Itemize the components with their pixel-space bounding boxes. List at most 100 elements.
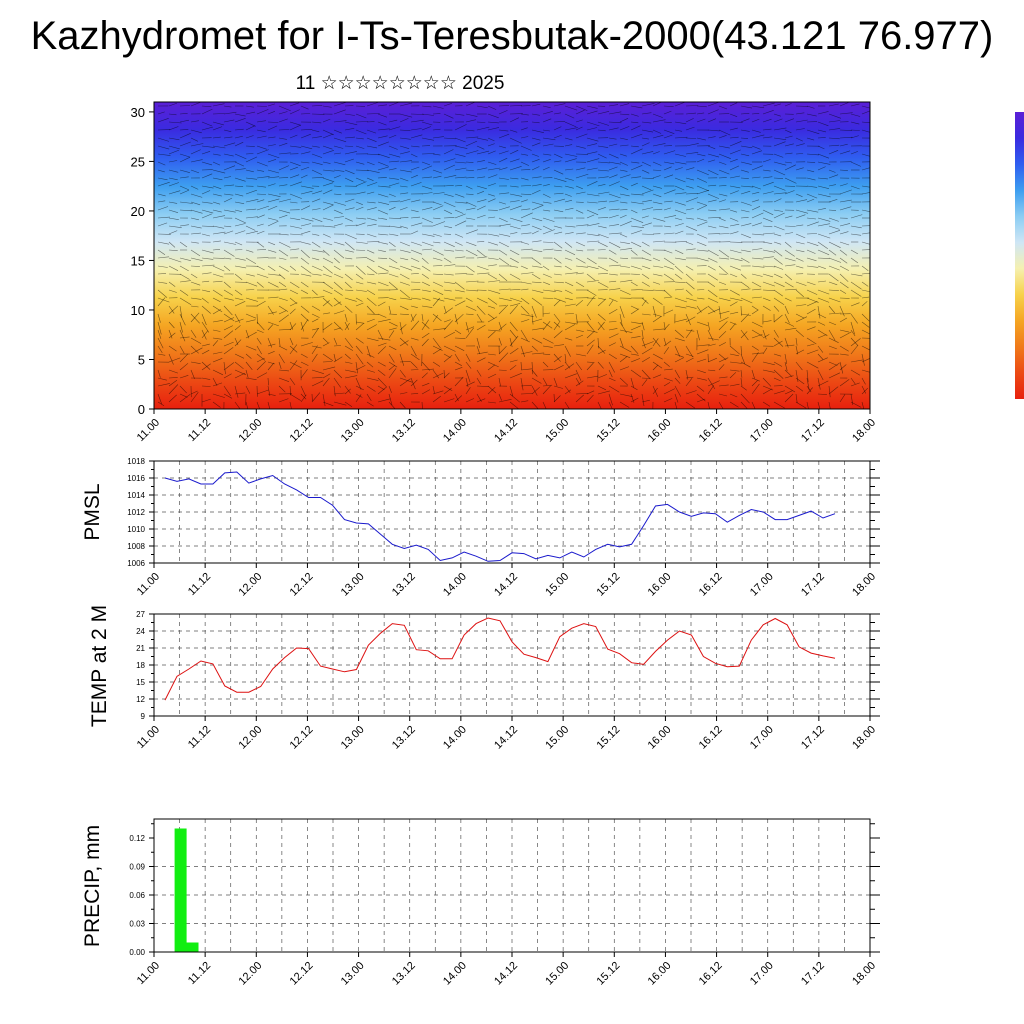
pmsl-ylabel: PMSL [81,483,104,540]
x-tick-label: 13.12 [390,724,418,752]
y-tick-label: 10 [131,303,145,318]
y-tick-label: 1018 [127,457,145,466]
x-tick-label: 11.00 [135,417,162,444]
pmsl-x-axis: 11.00 11.12 12.00 12.12 13.00 13.12 14.00 14.12… [135,563,878,599]
y-tick-label: 0.06 [129,891,145,900]
x-tick-label: 11.12 [186,724,213,751]
y-tick-label: 0.03 [129,920,145,929]
x-tick-label: 12.12 [288,571,316,599]
x-tick-label: 17.12 [799,417,827,445]
y-tick-label: 1014 [127,491,145,500]
precip-bar [186,942,199,952]
x-tick-label: 12.00 [236,417,264,445]
y-tick-label: 0.00 [129,948,145,957]
x-tick-label: 17.12 [799,960,827,988]
x-tick-label: 13.00 [339,571,367,599]
y-tick-label: 24 [136,627,145,636]
x-tick-label: 12.12 [288,724,316,752]
y-tick-label: 12 [136,695,145,704]
x-tick-label: 15.00 [543,417,571,445]
x-tick-label: 17.00 [748,571,776,599]
x-tick-label: 13.00 [339,417,367,445]
x-tick-label: 16.12 [697,960,725,988]
x-tick-label: 14.00 [441,571,469,599]
x-tick-label: 16.12 [697,724,725,752]
x-tick-label: 14.00 [441,417,469,445]
x-tick-label: 15.00 [543,571,571,599]
x-tick-label: 14.00 [441,724,469,752]
x-tick-label: 13.12 [390,571,418,599]
x-tick-label: 15.00 [543,724,571,752]
y-tick-label: 0 [138,402,145,417]
y-tick-label: 0.09 [129,863,145,872]
x-tick-label: 14.12 [492,417,520,445]
x-tick-label: 12.00 [236,571,264,599]
pmsl-grid [153,461,871,563]
x-tick-label: 16.00 [646,960,674,988]
x-tick-label: 15.12 [594,417,622,445]
y-tick-label: 1008 [127,542,145,551]
x-tick-label: 11.12 [186,417,213,444]
precip-panel: 0.00 0.03 0.06 0.09 0.12 11.00 11.12 12.00 12.1… [81,818,880,988]
precip-x-axis: 11.00 11.12 12.00 12.12 13.00 13.12 14.00 14.12… [135,952,878,988]
x-tick-label: 11.12 [186,960,213,987]
crosssection-field [154,102,870,409]
crosssection-panel: 0 5 10 15 20 25 30 11.00 11.12 12.00 12.12 13.00 13… [131,101,878,445]
x-tick-label: 17.12 [799,571,827,599]
temp-grid [153,614,871,716]
x-tick-label: 11.00 [135,724,162,751]
x-tick-label: 13.12 [390,417,418,445]
x-tick-label: 11.00 [135,571,162,598]
x-tick-label: 13.00 [339,960,367,988]
y-tick-label: 1012 [127,508,145,517]
pmsl-y-axis: 1006 1008 1010 1012 1014 1016 1018 [127,457,880,568]
y-tick-label: 0.12 [129,834,145,843]
x-tick-label: 17.00 [748,417,776,445]
colorbar-strip [1015,112,1024,399]
temp-line [164,617,836,701]
precip-bars [174,828,199,952]
x-tick-label: 16.12 [697,417,725,445]
precip-ylabel: PRECIP, mm [81,825,104,947]
y-tick-label: 5 [138,352,145,367]
x-tick-label: 18.00 [850,724,878,752]
x-tick-label: 17.00 [748,960,776,988]
pmsl-line [164,471,836,562]
y-tick-label: 1006 [127,559,145,568]
x-tick-label: 15.12 [594,571,622,599]
y-tick-label: 18 [136,661,145,670]
x-tick-label: 11.12 [186,571,213,598]
x-tick-label: 17.12 [799,724,827,752]
y-tick-label: 1016 [127,474,145,483]
y-tick-label: 25 [131,154,145,169]
x-tick-label: 18.00 [850,417,878,445]
x-tick-label: 14.12 [492,960,520,988]
x-tick-label: 14.00 [441,960,469,988]
chart-subtitle: 11 ☆☆☆☆☆☆☆☆ 2025 [295,73,505,94]
x-tick-label: 12.12 [288,417,316,445]
x-tick-label: 17.00 [748,724,776,752]
y-tick-label: 15 [131,253,145,268]
x-tick-label: 16.00 [646,417,674,445]
colorbar [1015,112,1024,399]
x-tick-label: 12.00 [236,724,264,752]
wind-barbs [157,102,870,409]
x-tick-label: 16.00 [646,724,674,752]
temp-x-axis: 11.00 11.12 12.00 12.12 13.00 13.12 14.00 14.12… [135,716,878,752]
x-tick-label: 14.12 [492,571,520,599]
y-tick-label: 1010 [127,525,145,534]
y-tick-label: 9 [141,712,146,721]
y-tick-label: 15 [136,678,145,687]
temp-ylabel: TEMP at 2 M [88,605,111,727]
x-tick-label: 12.12 [288,960,316,988]
x-tick-label: 13.12 [390,960,418,988]
x-tick-label: 18.00 [850,571,878,599]
x-tick-label: 15.00 [543,960,571,988]
chart-title: Kazhydromet for I-Ts-Teresbutak-2000(43.… [30,14,994,58]
x-tick-label: 12.00 [236,960,264,988]
x-tick-label: 14.12 [492,724,520,752]
y-tick-label: 30 [131,105,145,120]
